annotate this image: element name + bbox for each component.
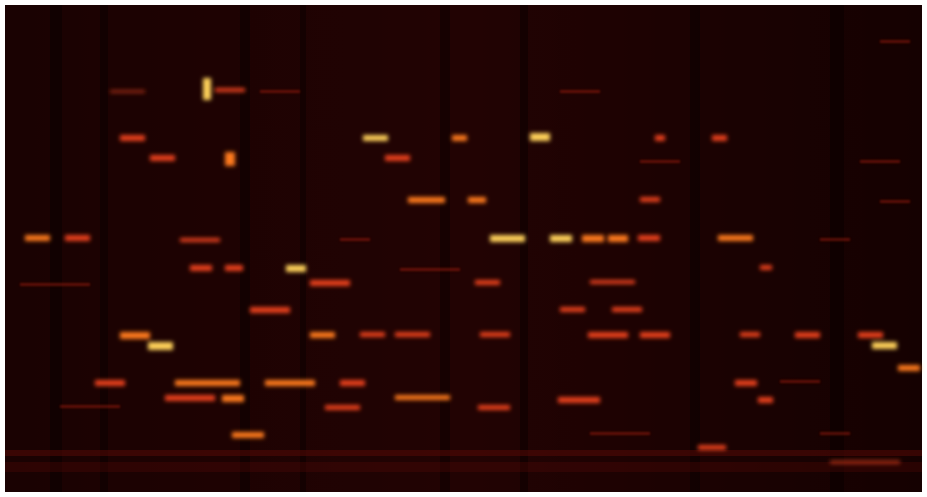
noise-floor <box>5 450 922 472</box>
background <box>5 5 922 492</box>
dark-columns <box>50 5 844 492</box>
harmonic-streaks <box>25 78 920 464</box>
faint-streaks <box>20 40 910 435</box>
